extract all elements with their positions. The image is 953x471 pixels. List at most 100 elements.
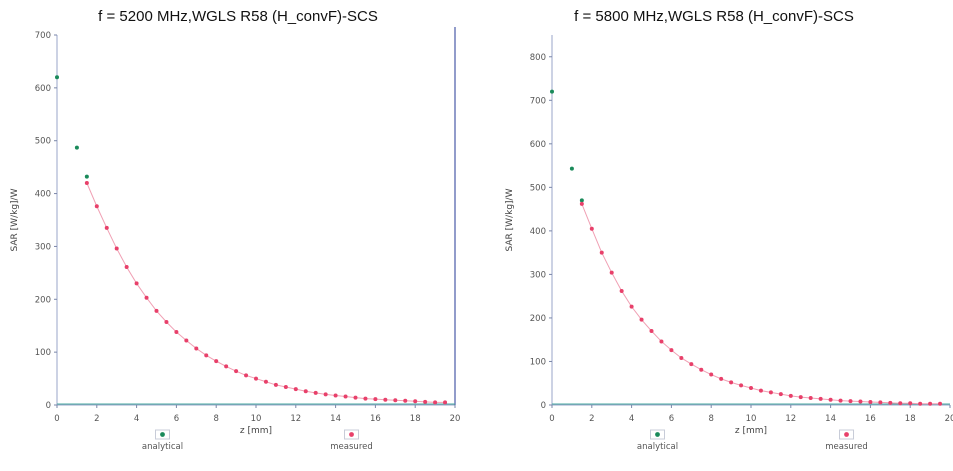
measured-point [679,355,684,360]
x-tick-label: 2 [589,414,594,424]
measured-point [908,401,913,406]
measured-line [581,203,941,405]
measured-point [739,383,744,388]
y-tick-label: 100 [530,357,546,367]
measured-point [709,372,714,377]
measured-point [313,390,318,395]
legend-label-measured: measured [330,442,372,452]
measured-point [144,295,149,300]
measured-point [788,393,793,398]
legend-label-measured: measured [825,442,867,452]
analytical-point [550,89,554,94]
x-tick-label: 4 [134,414,139,424]
measured-point [353,395,358,400]
x-tick-label: 14 [825,414,836,424]
y-tick-label: 0 [46,401,51,411]
analytical-point [74,145,79,150]
x-tick-label: 6 [174,414,179,424]
x-tick-label: 18 [410,414,421,424]
legend-marker-measured [844,432,849,437]
chart-svg-left: 0 100 200 300 400 500 600 700 0 2 4 6 8 10 12 14 16 18 20 z… [10,27,461,452]
measured-point [818,396,823,401]
measured-point [154,308,159,313]
y-tick-label: 0 [541,401,546,411]
measured-point [393,398,398,403]
x-tick-label: 12 [290,414,301,424]
y-tick-label: 400 [530,227,546,237]
y-tick-label: 200 [530,314,546,324]
x-axis-label: z [mm] [735,426,767,436]
measured-point [898,401,903,406]
legend-marker-analytical [655,432,660,437]
chart-title: f = 5200 MHz,WGLS R58 (H_convF)-SCS [98,8,378,25]
x-tick-label: 18 [905,414,916,424]
y-tick-label: 700 [35,31,51,41]
y-tick-label: 600 [530,140,546,150]
measured-point [244,373,249,378]
measured-point [283,385,288,390]
measured-point [938,401,943,406]
legend-label-analytical: analytical [637,442,678,452]
x-axis-label: z [mm] [240,426,272,436]
x-tick-label: 16 [370,414,381,424]
x-tick-label: 10 [251,414,262,424]
x-tick-label: 0 [549,414,554,424]
y-axis-label: SAR [W/kg]/W [505,188,515,251]
measured-point [589,226,594,231]
x-tick-label: 4 [629,414,634,424]
y-tick-label: 100 [35,348,51,358]
measured-point [838,398,843,403]
measured-point [858,399,863,404]
measured-point [828,397,833,402]
x-tick-label: 16 [865,414,876,424]
measured-point [293,387,298,392]
x-tick-label: 14 [330,414,341,424]
measured-point [768,390,773,395]
x-tick-label: 20 [945,414,953,424]
y-tick-label: 400 [35,190,51,200]
legend-marker-measured [349,432,354,437]
y-axis-label: SAR [W/kg]/W [10,188,20,251]
measured-line [86,182,446,403]
y-tick-label: 800 [530,53,546,63]
measured-point [669,348,674,353]
measured-point [273,382,278,387]
measured-point [383,397,388,402]
y-tick-label: 700 [530,96,546,106]
measured-point [888,400,893,405]
measured-point [579,201,584,206]
measured-point [639,317,644,322]
x-tick-label: 12 [785,414,796,424]
measured-point [104,225,109,230]
x-tick-label: 8 [213,414,218,424]
x-tick-label: 2 [94,414,99,424]
legend-marker-analytical [160,432,165,437]
measured-point [629,304,634,309]
y-tick-label: 500 [35,137,51,147]
measured-point [659,339,664,344]
measured-point [373,397,378,402]
x-tick-label: 10 [746,414,757,424]
analytical-point [84,174,89,179]
measured-point [323,392,328,397]
measured-point [343,394,348,399]
y-tick-label: 300 [35,242,51,252]
measured-point [234,369,239,374]
y-tick-label: 500 [530,183,546,193]
measured-point [918,401,923,406]
measured-point [263,379,268,384]
measured-point [303,389,308,394]
measured-point [599,250,604,255]
measured-point [689,362,694,367]
chart-panel-left: f = 5200 MHz,WGLS R58 (H_convF)-SCS 0 100… [0,0,476,471]
measured-point [84,181,89,185]
y-tick-label: 600 [35,84,51,94]
legend-label-analytical: analytical [142,442,183,452]
measured-point [443,400,448,405]
measured-point [363,396,368,401]
x-tick-label: 20 [450,414,461,424]
measured-point [134,281,139,286]
analytical-point [579,198,584,203]
x-tick-label: 8 [708,414,713,424]
measured-point [413,399,418,404]
